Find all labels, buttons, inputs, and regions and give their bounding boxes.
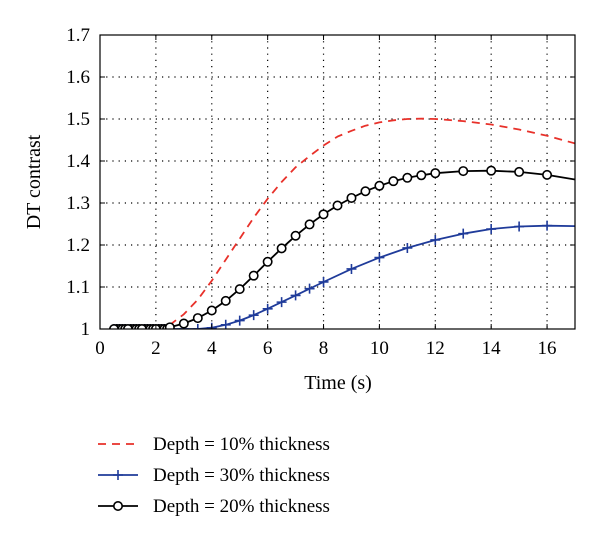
data-point — [388, 176, 399, 187]
y-tick-label: 1 — [81, 319, 91, 340]
data-point — [486, 165, 497, 176]
y-tick-label: 1.6 — [66, 67, 90, 88]
legend: Depth = 10% thickness Depth = 30% thickne… — [98, 434, 330, 517]
data-point — [192, 324, 203, 329]
data-point — [164, 322, 175, 329]
data-point — [276, 243, 287, 254]
x-tick-label: 2 — [151, 338, 161, 359]
data-point — [430, 234, 441, 245]
x-tick-label: 6 — [263, 338, 273, 359]
y-tick-label: 1.5 — [66, 109, 90, 130]
y-tick-label: 1.1 — [66, 277, 90, 298]
x-tick-label: 10 — [370, 338, 389, 359]
data-point — [542, 169, 553, 180]
data-point — [514, 221, 525, 232]
data-point — [360, 186, 371, 197]
data-point — [206, 305, 217, 316]
data-point — [458, 228, 469, 239]
series-group — [108, 165, 575, 329]
data-point — [262, 303, 273, 314]
x-tick-label: 12 — [426, 338, 445, 359]
data-point — [304, 219, 315, 230]
legend-item: Depth = 30% thickness — [98, 465, 330, 486]
series-group — [108, 220, 575, 329]
data-point — [402, 242, 413, 253]
y-tick-label: 1.3 — [66, 193, 90, 214]
data-point — [514, 166, 525, 177]
data-point — [346, 192, 357, 203]
x-tick-label: 16 — [538, 338, 557, 359]
data-point — [290, 230, 301, 241]
data-point — [374, 180, 385, 191]
data-point — [248, 310, 259, 321]
data-point — [318, 276, 329, 287]
data-point — [542, 220, 553, 231]
data-point — [332, 200, 343, 211]
data-point — [262, 256, 273, 267]
x-tick-label: 8 — [319, 338, 329, 359]
legend-label: Depth = 10% thickness — [153, 434, 330, 455]
x-tick-label: 0 — [95, 338, 105, 359]
plot-series — [108, 117, 575, 329]
y-tick-label: 1.7 — [66, 25, 90, 46]
y-tick-label: 1.4 — [66, 151, 90, 172]
data-point — [458, 166, 469, 177]
legend-label: Depth = 30% thickness — [153, 465, 330, 486]
data-point — [318, 209, 329, 220]
x-tick-label: 4 — [207, 338, 217, 359]
series-line — [114, 117, 575, 329]
data-point — [220, 295, 231, 306]
data-point — [486, 224, 497, 235]
data-point — [276, 297, 287, 308]
series-line — [114, 169, 575, 329]
data-point — [430, 168, 441, 179]
legend-label: Depth = 20% thickness — [153, 496, 330, 517]
x-axis-label: Time (s) — [304, 372, 372, 394]
data-point — [346, 263, 357, 274]
data-point — [178, 318, 189, 329]
data-point — [192, 313, 203, 324]
y-axis-label: DT contrast — [23, 134, 45, 229]
data-point — [416, 170, 427, 181]
data-point — [290, 290, 301, 301]
plot-frame — [99, 34, 576, 330]
data-point — [374, 252, 385, 263]
data-point — [220, 319, 231, 329]
data-point — [234, 315, 245, 326]
data-point — [248, 270, 259, 281]
y-tick-label: 1.2 — [66, 235, 90, 256]
series-group — [114, 117, 575, 329]
data-point — [113, 470, 123, 480]
axis-ticks: 0 2 4 6 8 10 12 14 16 1 1.1 1.2 1.3 1.4 1.5 1.6 1.7 — [66, 25, 575, 359]
legend-item: Depth = 20% thickness — [98, 496, 330, 517]
data-point — [304, 283, 315, 294]
data-point — [113, 500, 124, 511]
grid — [100, 35, 575, 329]
x-tick-label: 14 — [482, 338, 502, 359]
legend-item: Depth = 10% thickness — [98, 434, 330, 455]
data-point — [234, 284, 245, 295]
data-point — [402, 172, 413, 183]
series-line — [114, 224, 575, 329]
